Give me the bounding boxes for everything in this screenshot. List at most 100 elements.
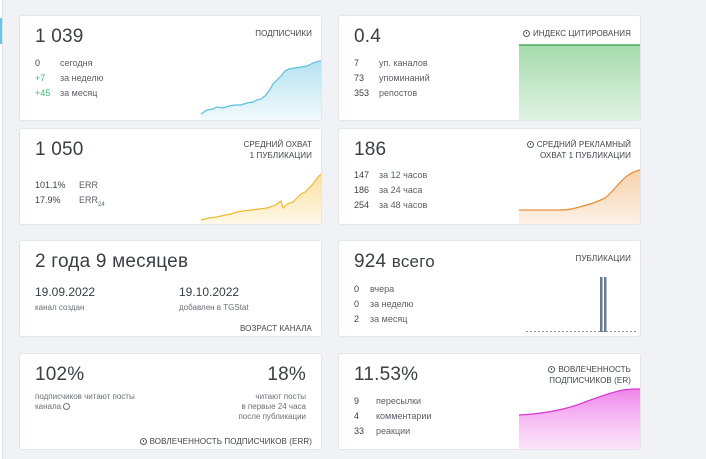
stat-label: упоминаний: [379, 73, 430, 83]
stat-row: 186 за 24 часа: [354, 183, 427, 198]
stat-row: 0 вчера: [354, 282, 413, 297]
ad-reach-card[interactable]: 186 СРЕДНИЙ РЕКЛАМНЫЙ ОХВАТ 1 ПУБЛИКАЦИИ …: [338, 128, 641, 225]
stat-number: 0: [35, 58, 41, 68]
ad-reach-value: 186: [354, 139, 387, 160]
err-left-value: 102%: [35, 364, 85, 385]
stat-label: за 24 часа: [379, 185, 423, 195]
average-reach-sparkline: [200, 173, 321, 224]
stat-number: 4: [354, 411, 360, 421]
stat-row: 33 реакции: [354, 424, 431, 439]
stat-row: 147 за 12 часов: [354, 168, 427, 183]
stat-label: пересылки: [376, 396, 422, 406]
stat-row: +45 за месяц: [35, 86, 103, 101]
channel-created-label: канал создан: [35, 303, 85, 312]
stat-row: +7 за неделю: [35, 71, 103, 86]
stat-label: за 12 часов: [379, 170, 428, 180]
stat-number: 33: [354, 426, 365, 436]
stat-row: 17.9% ERR24: [35, 193, 105, 208]
stat-label: ERR: [79, 195, 99, 205]
stat-number: 254: [354, 200, 370, 210]
average-reach-title: СРЕДНИЙ ОХВАТ 1 ПУБЛИКАЦИИ: [243, 140, 312, 160]
stat-label: репостов: [379, 88, 418, 98]
er-area: [519, 389, 640, 449]
ad-reach-stats: 147 за 12 часов 186 за 24 часа 254 за 48 ча…: [354, 168, 427, 213]
err-stats: 101.1% ERR 17.9% ERR24: [35, 178, 105, 208]
er-sparkline: [519, 388, 640, 449]
channel-age-title: ВОЗРАСТ КАНАЛА: [240, 324, 312, 333]
stat-number: 7: [354, 58, 360, 68]
average-reach-line: [200, 173, 321, 221]
channel-added-date: 19.10.2022: [179, 285, 240, 299]
average-reach-value: 1 050: [35, 139, 84, 160]
publications-bar: [600, 277, 603, 332]
stat-number: 147: [354, 170, 370, 180]
channel-created-date: 19.09.2022: [35, 285, 96, 299]
stat-number: +45: [35, 88, 51, 98]
citation-index-title: ИНДЕКС ЦИТИРОВАНИЯ: [522, 28, 631, 39]
info-icon[interactable]: [548, 366, 556, 373]
er-stats: 9 пересылки 4 комментарии 33 реакции: [354, 394, 431, 439]
subscribers-area: [201, 61, 321, 120]
publications-bar: [604, 277, 607, 332]
err-right-description: читают посты в первые 24 часа после публик…: [238, 392, 306, 421]
stat-label: за неделю: [370, 299, 414, 309]
citation-stats: 7 уп. каналов 73 упоминаний 353 репостов: [354, 56, 430, 101]
subscribers-stats: 0 сегодня +7 за неделю +45 за месяц: [35, 56, 103, 101]
stat-row: 254 за 48 часов: [354, 198, 427, 213]
publications-title: ПУБЛИКАЦИИ: [575, 254, 631, 263]
channel-age-card[interactable]: 2 года 9 месяцев 19.09.2022 канал создан…: [19, 240, 322, 337]
stat-label: ERR: [79, 180, 99, 190]
citation-area: [519, 45, 640, 120]
stat-row: 4 комментарии: [354, 409, 431, 424]
ad-reach-title: СРЕДНИЙ РЕКЛАМНЫЙ ОХВАТ 1 ПУБЛИКАЦИИ: [526, 139, 631, 161]
stat-label-subscript: 24: [98, 201, 105, 208]
citation-index-value: 0.4: [354, 26, 382, 47]
subscribers-card[interactable]: 1 039 ПОДПИСЧИКИ 0 сегодня +7 за неделю +4…: [19, 15, 322, 121]
info-icon[interactable]: [522, 30, 530, 37]
citation-sparkline: [519, 44, 640, 120]
subscribers-value: 1 039: [35, 26, 84, 47]
stat-row: 101.1% ERR: [35, 178, 105, 193]
sidebar-active-marker: [0, 18, 2, 44]
stat-number: 0: [354, 284, 360, 294]
er-card[interactable]: 11.53% ВОВЛЕЧЕННОСТЬ ПОДПИСЧИКОВ (ER) 9 пе…: [338, 353, 641, 450]
citation-index-card[interactable]: 0.4 ИНДЕКС ЦИТИРОВАНИЯ 7 уп. каналов 73 уп…: [338, 15, 641, 121]
stat-label: реакции: [376, 426, 411, 436]
publications-stats: 0 вчера 0 за неделю 2 за месяц: [354, 282, 413, 327]
stat-row: 0 за неделю: [354, 297, 413, 312]
average-reach-area: [201, 174, 321, 224]
stat-label: за неделю: [60, 73, 104, 83]
stat-row: 0 сегодня: [35, 56, 103, 71]
stat-row: 2 за месяц: [354, 312, 413, 327]
stat-label: за месяц: [370, 314, 408, 324]
stat-number: 73: [354, 73, 365, 83]
stat-number: 17.9%: [35, 195, 61, 205]
stat-number: 0: [354, 299, 360, 309]
stat-number: 353: [354, 88, 370, 98]
info-icon[interactable]: [139, 438, 147, 445]
publications-value: 924 всего: [354, 251, 435, 272]
average-reach-card[interactable]: 1 050 СРЕДНИЙ ОХВАТ 1 ПУБЛИКАЦИИ 101.1% ER…: [19, 128, 322, 225]
ad-reach-area: [519, 170, 640, 224]
stat-row: 353 репостов: [354, 86, 430, 101]
err-card[interactable]: 102% подписчиков читают посты канала 18% …: [19, 353, 322, 450]
ad-reach-line: [519, 169, 640, 211]
publications-card[interactable]: 924 всего ПУБЛИКАЦИИ 0 вчера 0 за неделю 2…: [338, 240, 641, 337]
stat-number: 2: [354, 314, 360, 324]
stat-row: 9 пересылки: [354, 394, 431, 409]
subscribers-sparkline: [200, 60, 321, 120]
subscribers-title: ПОДПИСЧИКИ: [255, 29, 312, 38]
channel-age-value: 2 года 9 месяцев: [35, 251, 189, 272]
err-left-description: подписчиков читают посты канала: [35, 392, 135, 411]
er-line: [519, 388, 640, 416]
info-icon[interactable]: [63, 403, 71, 410]
stat-label: уп. каналов: [379, 58, 428, 68]
ad-reach-sparkline: [519, 169, 640, 224]
channel-added-label: добавлен в TGStat: [179, 303, 249, 312]
er-title: ВОВЛЕЧЕННОСТЬ ПОДПИСЧИКОВ (ER): [548, 365, 631, 385]
publications-bar-chart: [526, 277, 636, 332]
stat-row: 7 уп. каналов: [354, 56, 430, 71]
subscribers-line: [200, 60, 321, 115]
info-icon[interactable]: [526, 141, 534, 148]
stat-number: +7: [35, 73, 46, 83]
